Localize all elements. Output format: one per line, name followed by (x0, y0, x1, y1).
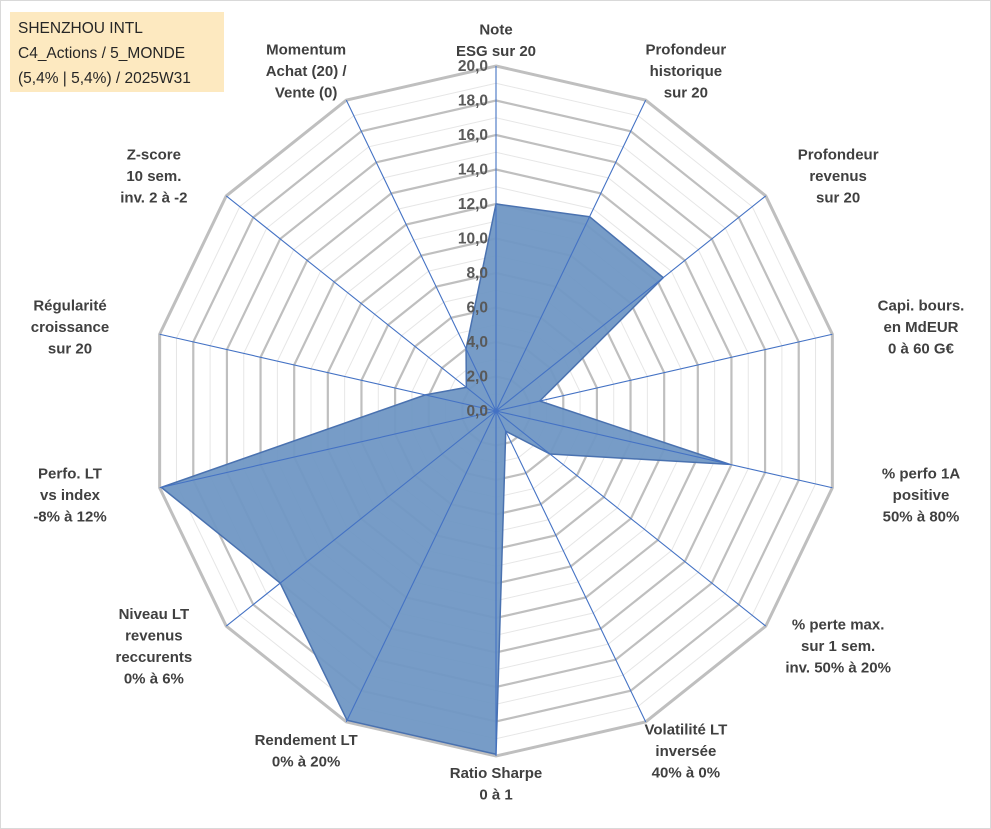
axis-label-line: Momentum (266, 42, 346, 59)
axis-label-line: reccurents (116, 649, 193, 666)
axis-label-line: Régularité (33, 298, 106, 315)
axis-label-line: sur 20 (816, 189, 860, 206)
axis-label-line: revenus (809, 168, 867, 185)
axis-label-line: vs index (40, 487, 101, 504)
axis-label-line: croissance (31, 319, 109, 336)
axis-label-line: % perte max. (792, 617, 885, 634)
axis-label-line: positive (893, 487, 950, 504)
spokes (159, 66, 833, 756)
axis-label: Z-score 10 sem. inv. 2 à -2 (120, 146, 187, 206)
axis-label: Niveau LT revenus reccurents 0% à 6% (116, 606, 193, 688)
tick-label: 4,0 (466, 334, 488, 351)
axis-label: Perfo. LT vs index -8% à 12% (33, 465, 106, 525)
tick-label: 6,0 (466, 300, 488, 317)
spoke-line (225, 195, 497, 412)
tick-label: 14,0 (458, 162, 488, 179)
axis-label-line: Rendement LT (255, 732, 358, 749)
axis-label-line: 50% à 80% (883, 508, 960, 525)
series-area (160, 203, 731, 756)
axis-label: Régularité croissance sur 20 (31, 298, 109, 358)
spoke-line (495, 333, 833, 412)
axis-label-line: % perfo 1A (882, 465, 961, 482)
axis-label: Volatilité LT inversée 40% à 0% (644, 721, 727, 781)
axis-label: Capi. bours. en MdEUR 0 à 60 G€ (878, 298, 965, 358)
axis-label-line: 0 à 60 G€ (888, 341, 955, 358)
axis-label-line: Niveau LT (119, 606, 190, 623)
axis-label: % perfo 1A positive 50% à 80% (882, 465, 961, 525)
axis-label: Ratio Sharpe 0 à 1 (450, 765, 543, 804)
spoke-line (495, 410, 767, 627)
axis-labels: Note ESG sur 20 Profondeur historique sur 20… (31, 22, 965, 804)
spoke-line (345, 410, 497, 723)
axis-label-line: Profondeur (798, 146, 879, 163)
series-polygon (160, 203, 731, 756)
title-box: SHENZHOU INTL C4_Actions / 5_MONDE (5,4%… (10, 12, 224, 92)
axis-label-line: sur 20 (48, 341, 92, 358)
tick-label: 20,0 (458, 58, 488, 75)
axis-label: Note ESG sur 20 (456, 22, 536, 61)
spoke-line (225, 410, 497, 627)
axis-label: Profondeur revenus sur 20 (798, 146, 879, 206)
axis-label-line: sur 20 (664, 85, 708, 102)
spoke-line (495, 410, 647, 723)
axis-label-line: 0 à 1 (479, 787, 512, 804)
spoke-line (159, 333, 497, 412)
axis-label: Rendement LT 0% à 20% (255, 732, 358, 771)
axis-label: % perte max. sur 1 sem. inv. 50% à 20% (785, 617, 891, 677)
tick-labels: 0,0 2,0 4,0 6,0 8,0 10,0 12,0 14,0 16,0 18,0 20,0 (458, 58, 488, 420)
tick-label: 8,0 (466, 265, 488, 282)
tick-label: 2,0 (466, 369, 488, 386)
axis-label-line: historique (650, 63, 723, 80)
spoke-line (495, 99, 647, 412)
tick-label: 16,0 (458, 127, 488, 144)
tick-label: 0,0 (466, 403, 488, 420)
axis-label-line: Achat (20) / (266, 63, 348, 80)
axis-label-line: Perfo. LT (38, 465, 102, 482)
title-line-3: (5,4% | 5,4%) / 2025W31 (18, 70, 191, 87)
title-line-1: SHENZHOU INTL (18, 20, 143, 37)
axis-label-line: inversée (655, 743, 716, 760)
axis-label-line: 40% à 0% (652, 764, 720, 781)
axis-label-line: Z-score (127, 146, 181, 163)
axis-label: Momentum Achat (20) / Vente (0) (266, 42, 348, 102)
axis-label-line: sur 1 sem. (801, 638, 875, 655)
axis-label-line: 10 sem. (126, 168, 181, 185)
tick-label: 18,0 (458, 93, 488, 110)
axis-label-line: 0% à 6% (124, 670, 184, 687)
title-line-2: C4_Actions / 5_MONDE (18, 45, 186, 62)
spoke-line (495, 410, 833, 489)
axis-label-line: Note (479, 22, 512, 39)
axis-label-line: inv. 2 à -2 (120, 189, 187, 206)
axis-label-line: Profondeur (645, 42, 726, 59)
tick-label: 12,0 (458, 196, 488, 213)
axis-label-line: ESG sur 20 (456, 43, 536, 60)
axis-label-line: Volatilité LT (644, 721, 727, 738)
axis-label-line: -8% à 12% (33, 508, 106, 525)
axis-label-line: revenus (125, 627, 183, 644)
tick-label: 10,0 (458, 231, 488, 248)
axis-label-line: Ratio Sharpe (450, 765, 543, 782)
axis-label-line: Capi. bours. (878, 298, 965, 315)
spoke-line (495, 195, 767, 412)
axis-label-line: inv. 50% à 20% (785, 660, 891, 677)
spoke-line (345, 99, 497, 412)
axis-label: Profondeur historique sur 20 (645, 42, 726, 102)
axis-label-line: 0% à 20% (272, 754, 340, 771)
axis-label-line: Vente (0) (275, 85, 338, 102)
spoke-line (159, 410, 497, 489)
axis-label-line: en MdEUR (884, 319, 959, 336)
